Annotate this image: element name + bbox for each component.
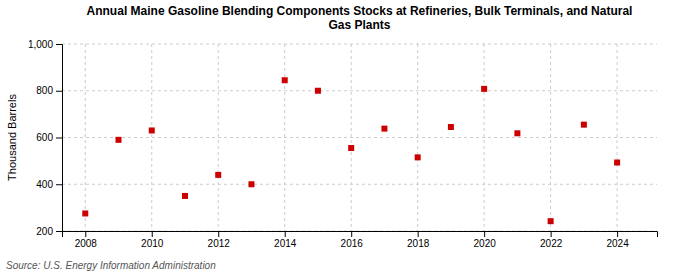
- point: [348, 145, 354, 151]
- tick-mark: [56, 44, 62, 45]
- tick: 2008: [75, 231, 98, 249]
- point: [581, 122, 587, 128]
- grid-line: [484, 44, 485, 231]
- plot: 2008 2010 2012 2014 2016 2018 2020 2022 2024 200 4…: [28, 39, 658, 249]
- point: [282, 77, 288, 83]
- source: Source: U.S. Energy Information Administ…: [6, 260, 216, 271]
- tick: 2010: [141, 231, 164, 249]
- point: [149, 127, 155, 133]
- tick-label: 200: [36, 226, 53, 237]
- tick-mark: [551, 231, 552, 237]
- x-axis: 2008 2010 2012 2014 2016 2018 2020 2022 2024: [63, 231, 658, 249]
- tick-label: 400: [36, 179, 53, 190]
- tick-mark: [56, 231, 62, 232]
- title: Annual Maine Gasoline Blending Component…: [87, 4, 633, 32]
- tick: 2014: [274, 231, 297, 249]
- grid-line: [417, 44, 418, 231]
- tick-label: 2010: [141, 238, 164, 249]
- tick: 2016: [341, 231, 364, 249]
- tick: 200: [36, 226, 62, 237]
- tick-mark: [484, 231, 485, 237]
- tick-mark: [351, 231, 352, 237]
- grid-line: [284, 44, 285, 231]
- grid-line: [617, 44, 618, 231]
- tick: 800: [36, 85, 62, 96]
- tick-mark: [218, 231, 219, 237]
- tick-label: 600: [36, 132, 53, 143]
- tick-label: 2008: [75, 238, 98, 249]
- axis-line: [63, 232, 658, 238]
- tick: 1,000: [28, 39, 62, 50]
- tick-label: 1,000: [28, 39, 53, 50]
- tick: 2012: [208, 231, 231, 249]
- grid-line: [550, 44, 551, 231]
- tick-label: 800: [36, 85, 53, 96]
- point: [548, 218, 554, 224]
- point: [215, 172, 221, 178]
- point: [415, 154, 421, 160]
- tick: 2024: [606, 231, 629, 249]
- tick-mark: [285, 231, 286, 237]
- tick-mark: [56, 184, 62, 185]
- tick: 400: [36, 179, 62, 190]
- tick-mark: [56, 138, 62, 139]
- tick-mark: [152, 231, 153, 237]
- point: [182, 193, 188, 199]
- point: [614, 160, 620, 166]
- tick-label: 2014: [274, 238, 297, 249]
- chart: 2008 2010 2012 2014 2016 2018 2020 2022 2024 200 4…: [0, 0, 675, 275]
- point: [82, 210, 88, 216]
- tick: 2022: [540, 231, 563, 249]
- tick: 2018: [407, 231, 430, 249]
- grid-line: [85, 44, 86, 231]
- point: [248, 181, 254, 187]
- tick-mark: [617, 231, 618, 237]
- tick-label: 2012: [208, 238, 231, 249]
- point: [315, 88, 321, 94]
- y-axis-title: Thousand Barrels: [6, 94, 18, 181]
- point: [448, 124, 454, 130]
- grid-line: [218, 44, 219, 231]
- axis-line: [56, 45, 63, 232]
- point: [514, 130, 520, 136]
- tick-mark: [56, 91, 62, 92]
- tick-label: 2024: [606, 238, 629, 249]
- grid-line: [62, 137, 657, 138]
- point: [481, 86, 487, 92]
- tick-label: 2016: [341, 238, 364, 249]
- tick-mark: [85, 231, 86, 237]
- tick-label: 2020: [474, 238, 497, 249]
- point: [381, 126, 387, 132]
- tick-label: 2018: [407, 238, 430, 249]
- tick: 600: [36, 132, 62, 143]
- point: [116, 137, 122, 143]
- y-axis: 200 400 600 800 1,000: [28, 39, 63, 237]
- tick-label: 2022: [540, 238, 563, 249]
- grid-line: [351, 44, 352, 231]
- grid: [62, 44, 657, 231]
- tick: 2020: [474, 231, 497, 249]
- grid-line: [62, 90, 657, 91]
- points: [82, 77, 620, 224]
- tick-mark: [418, 231, 419, 237]
- grid-line: [151, 44, 152, 231]
